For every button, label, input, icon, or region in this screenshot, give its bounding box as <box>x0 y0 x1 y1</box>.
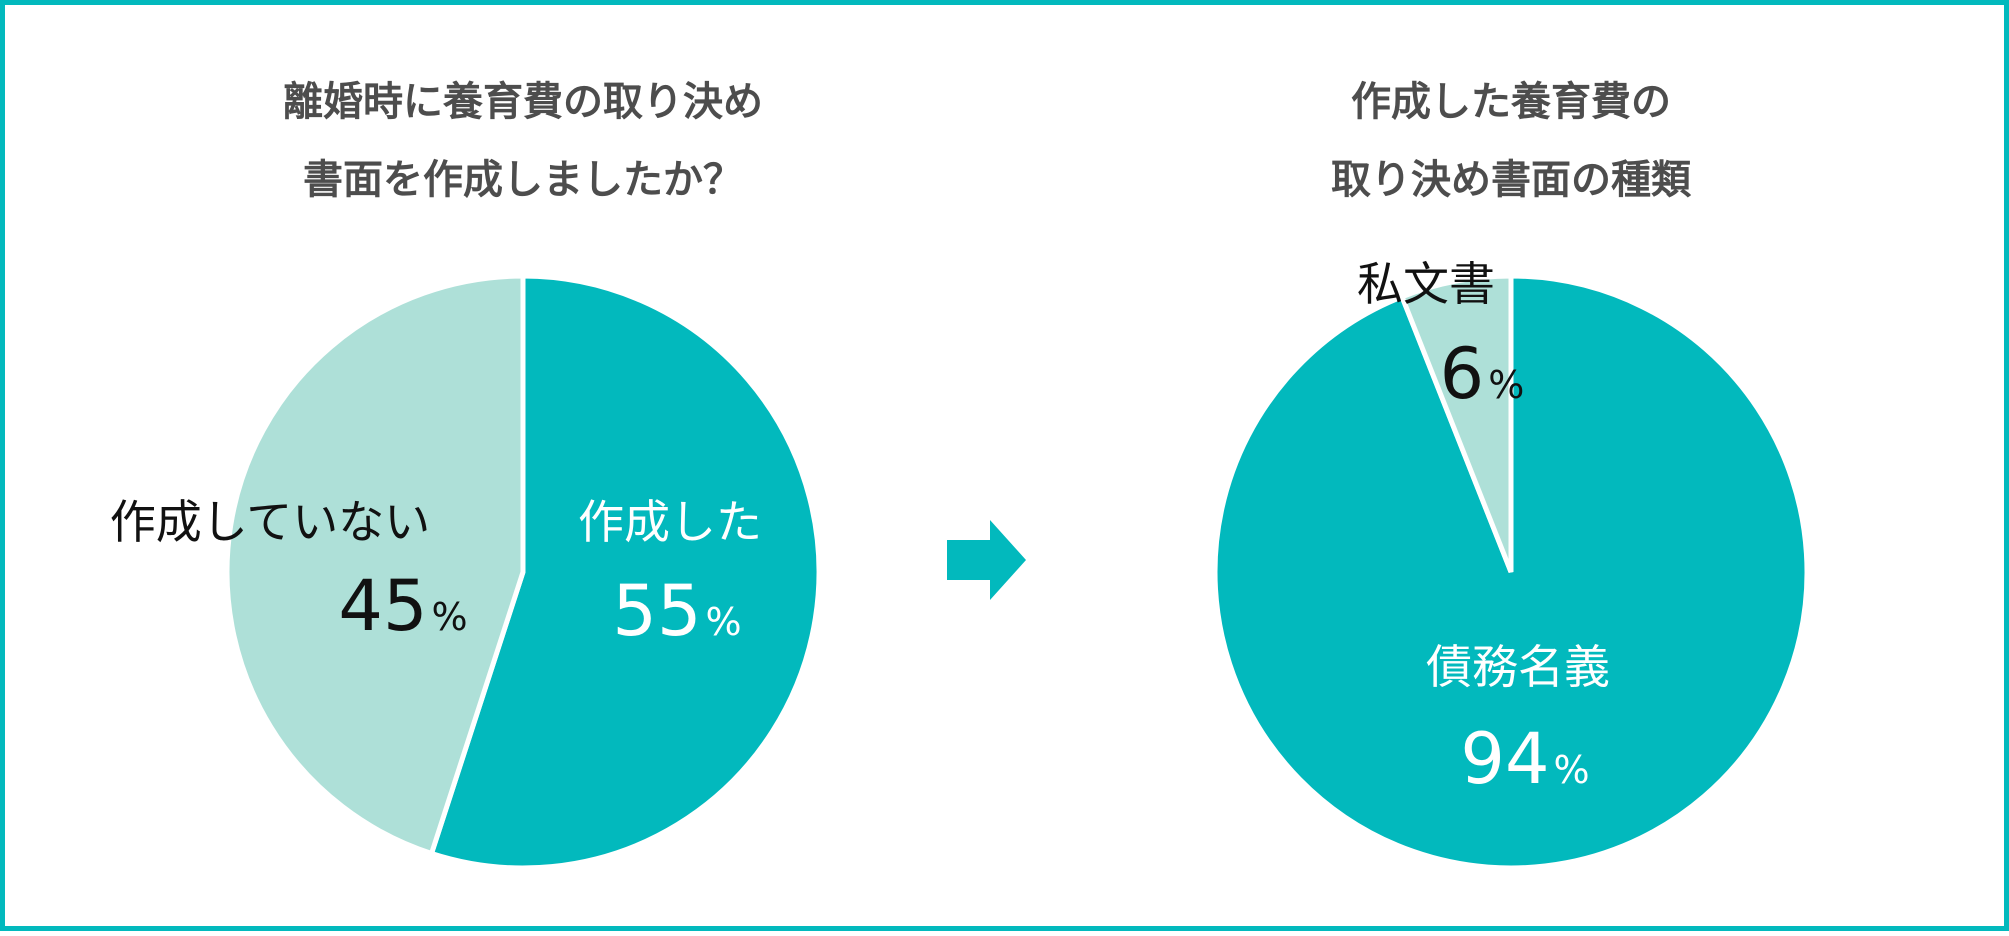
pie2-value-private-document-unit: % <box>1488 363 1524 407</box>
pie2-label-debt-title: 債務名義 <box>1426 640 1610 694</box>
chart1-title-line2: 書面を作成しましたか？ <box>303 157 743 203</box>
pie2-value-debt-title-unit: % <box>1553 748 1589 792</box>
pie2-value-debt-title: 94% <box>1460 718 1589 800</box>
pie1-value-created-number: 55 <box>612 570 701 652</box>
chart2-title-line1: 作成した養育費の <box>1351 79 1671 125</box>
pie1-value-created: 55% <box>612 570 741 652</box>
pie-chart-1 <box>224 273 822 871</box>
pie2-value-debt-title-number: 94 <box>1460 718 1549 800</box>
chart1-title-line1: 離婚時に養育費の取り決め <box>283 79 763 125</box>
pie2-label-private-document: 私文書 <box>1357 257 1495 311</box>
pie1-label-created: 作成した <box>578 495 762 549</box>
pie1-slice-not-created <box>224 273 526 857</box>
pie1-value-created-unit: % <box>705 600 741 644</box>
right-arrow-icon <box>947 520 1026 600</box>
pie2-value-private-document-number: 6 <box>1440 333 1485 415</box>
chart2-title-line2: 取り決め書面の種類 <box>1331 157 1692 203</box>
pie1-label-not-created: 作成していない <box>110 495 431 549</box>
pie2-slice-private-document <box>1398 273 1514 573</box>
pie2-value-private-document: 6% <box>1440 333 1525 415</box>
pie1-value-not-created-unit: % <box>431 595 467 639</box>
pie1-slice-created <box>428 273 822 871</box>
figure-canvas: 離婚時に養育費の取り決め 書面を作成しましたか？ 作成した養育費の 取り決め書面… <box>110 79 1810 871</box>
pie-chart-2 <box>1212 273 1810 871</box>
pie1-value-not-created: 45% <box>338 565 467 647</box>
pie1-value-not-created-number: 45 <box>338 565 427 647</box>
